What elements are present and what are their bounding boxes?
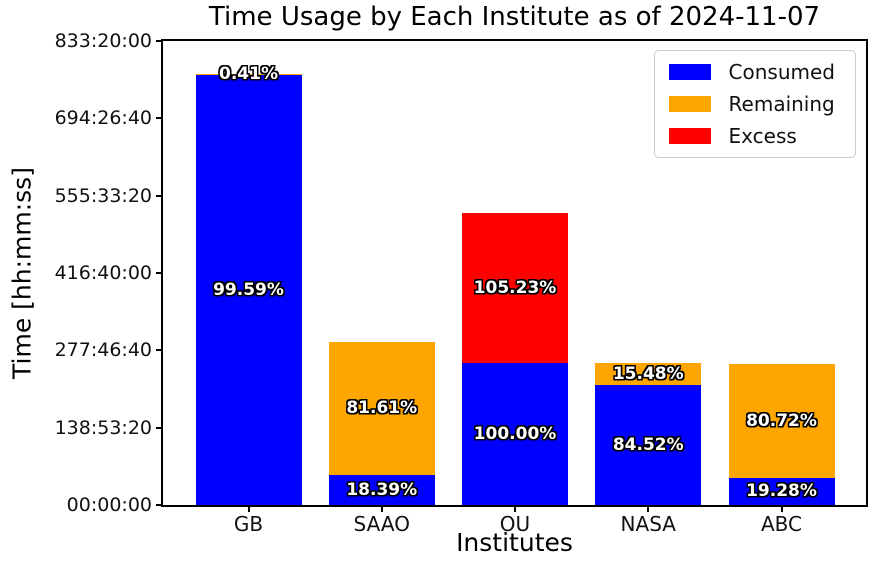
- x-axis-label: Institutes: [456, 528, 573, 557]
- legend-label-consumed: Consumed: [728, 60, 835, 84]
- legend-row-excess: Excess: [668, 124, 841, 148]
- segment-percent-label: 80.72%: [746, 410, 817, 431]
- plot-area: Consumed Remaining Excess 00:00:00 138:53:2…: [55, 30, 868, 536]
- chart-title: Time Usage by Each Institute as of 2024-…: [208, 2, 821, 32]
- segment-percent-label: 99.59%: [213, 280, 284, 301]
- y-tick-label: 694:26:40: [54, 107, 152, 130]
- y-tick-mark: [156, 194, 163, 197]
- y-tick-mark: [156, 349, 163, 352]
- bar-segment-gb-consumed: [195, 75, 302, 505]
- segment-percent-label: 15.48%: [612, 363, 684, 384]
- segment-percent-label: 19.28%: [746, 481, 817, 502]
- legend-label-remaining: Remaining: [728, 92, 835, 116]
- legend: Consumed Remaining Excess: [653, 50, 856, 158]
- bar-segment-gb-remaining: [195, 73, 302, 76]
- legend-row-consumed: Consumed: [668, 60, 841, 84]
- legend-swatch-remaining: [668, 96, 711, 112]
- legend-swatch-excess: [668, 128, 711, 144]
- bar-segment-abc-remaining: [728, 363, 835, 478]
- x-tick-label: GB: [233, 512, 264, 536]
- y-tick-mark: [156, 504, 163, 506]
- bar-segment-abc-consumed: [728, 477, 835, 505]
- x-tick-mark: [514, 505, 516, 512]
- legend-swatch-consumed: [668, 64, 711, 80]
- legend-row-remaining: Remaining: [668, 92, 841, 116]
- y-tick-mark: [156, 426, 163, 429]
- bar-segment-ou-excess: [462, 213, 568, 363]
- y-tick-label: 833:20:00: [54, 30, 152, 52]
- x-tick-mark: [647, 505, 650, 512]
- x-tick-label: ABC: [760, 512, 803, 536]
- y-tick-label: 555:33:20: [54, 184, 152, 207]
- y-axis-label: Time [hh:mm:ss]: [7, 167, 37, 379]
- segment-percent-label: 81.61%: [346, 398, 418, 419]
- bar-segment-saao-consumed: [328, 474, 435, 505]
- segment-percent-label: 105.23%: [473, 278, 557, 299]
- segment-percent-label: 18.39%: [346, 479, 418, 500]
- x-tick-mark: [380, 505, 383, 512]
- segment-percent-label: 100.00%: [473, 423, 557, 444]
- y-tick-label: 277:46:40: [54, 339, 152, 362]
- y-tick-label: 416:40:00: [54, 262, 152, 284]
- x-tick-label: NASA: [620, 512, 676, 536]
- bar-segment-nasa-consumed: [595, 384, 702, 505]
- y-tick-label: 00:00:00: [66, 494, 152, 516]
- x-tick-mark: [780, 505, 783, 512]
- legend-label-excess: Excess: [728, 124, 797, 148]
- x-tick-label: SAAO: [353, 512, 410, 536]
- x-tick-mark: [247, 505, 250, 512]
- segment-percent-label: 0.41%: [219, 64, 278, 85]
- segment-percent-label: 84.52%: [612, 434, 684, 455]
- y-tick-mark: [156, 40, 163, 42]
- x-tick-label: OU: [499, 512, 531, 536]
- y-tick-label: 138:53:20: [54, 416, 152, 439]
- bar-segment-nasa-remaining: [595, 362, 702, 385]
- bar-segment-saao-remaining: [328, 341, 435, 475]
- y-tick-mark: [156, 272, 163, 274]
- bar-segment-ou-consumed: [462, 362, 568, 505]
- y-tick-mark: [156, 117, 163, 120]
